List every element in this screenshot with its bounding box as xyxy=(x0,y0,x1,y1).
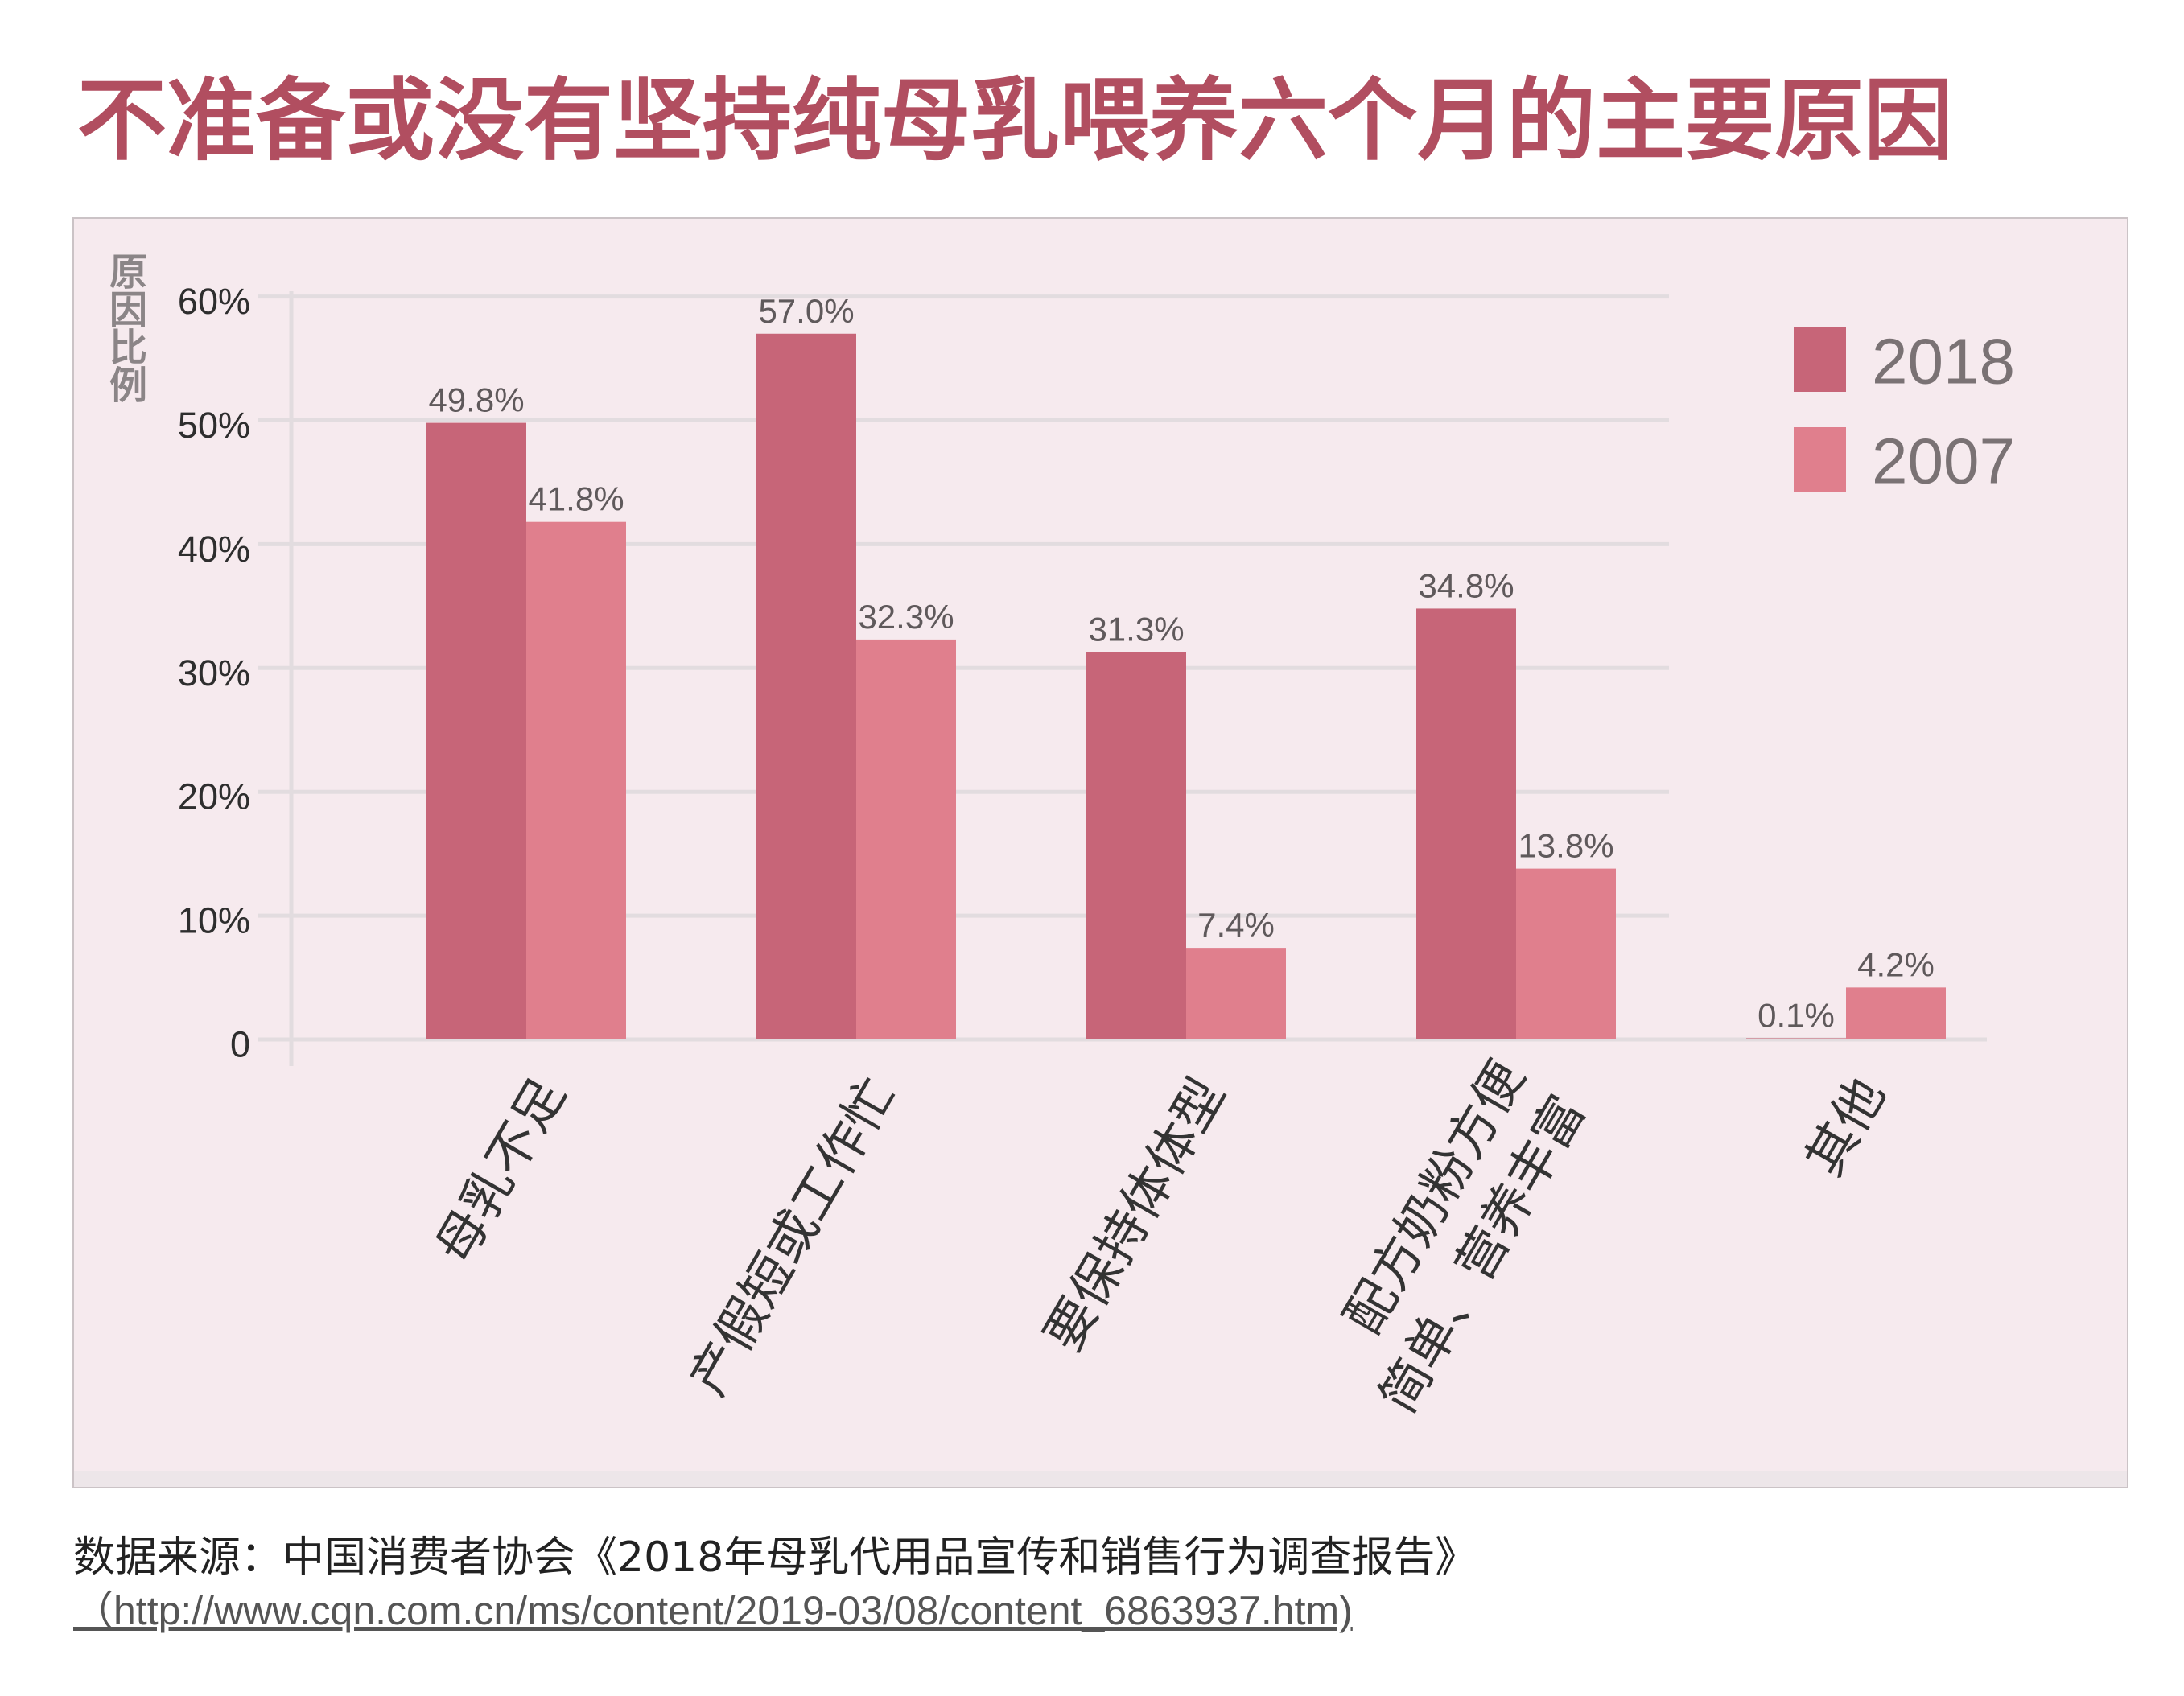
data-label-2007-2: 7.4% xyxy=(1197,906,1275,944)
bar-2007-2 xyxy=(1186,948,1286,1039)
bars xyxy=(426,333,1946,1039)
legend-label-2018: 2018 xyxy=(1872,326,2015,397)
legend-label-2007: 2007 xyxy=(1872,426,2015,497)
data-label-2007-3: 13.8% xyxy=(1518,827,1613,865)
chart-title: 不准备或没有坚持纯母乳喂养六个月的主要原因 xyxy=(77,69,1954,173)
bar-2007-1 xyxy=(856,639,956,1039)
y-tick-label-0: 0 xyxy=(230,1024,250,1065)
y-tick-label-10: 10% xyxy=(178,900,250,941)
bar-2018-1 xyxy=(756,333,856,1039)
legend-swatch-2007 xyxy=(1794,427,1846,492)
chart-panel-bottom-strip xyxy=(74,1471,2127,1487)
legend: 2018 2007 xyxy=(1794,326,2015,497)
data-label-2018-0: 49.8% xyxy=(428,381,524,419)
source-citation: 数据来源：中国消费者协会《2018年母乳代用品宣传和销售行为调查报告》 xyxy=(73,1533,1477,1582)
data-labels: 49.8% 57.0% 31.3% 34.8% 0.1% 41.8% 32.3% 7.4% 13… xyxy=(428,292,1934,1035)
y-tick-label-60: 60% xyxy=(178,281,250,322)
source-url-link[interactable]: （http://www.cqn.com.cn/ms/content/2019-0… xyxy=(73,1588,1353,1633)
bar-2018-2 xyxy=(1086,652,1186,1039)
y-tick-label-30: 30% xyxy=(178,652,250,694)
bar-2007-4 xyxy=(1846,987,1946,1039)
bar-2007-0 xyxy=(526,521,626,1039)
bar-2007-3 xyxy=(1516,868,1616,1039)
data-label-2018-1: 57.0% xyxy=(758,292,854,330)
data-label-2007-1: 32.3% xyxy=(858,598,954,636)
y-tick-label-40: 40% xyxy=(178,529,250,570)
legend-swatch-2018 xyxy=(1794,327,1846,392)
data-label-2007-4: 4.2% xyxy=(1857,945,1935,983)
y-tick-label-20: 20% xyxy=(178,776,250,817)
bar-2018-4 xyxy=(1746,1038,1846,1039)
data-label-2018-4: 0.1% xyxy=(1758,996,1835,1034)
bar-2018-0 xyxy=(426,422,526,1039)
data-label-2007-0: 41.8% xyxy=(528,480,624,518)
data-label-2018-2: 31.3% xyxy=(1088,610,1184,648)
y-tick-label-50: 50% xyxy=(178,405,250,446)
data-label-2018-3: 34.8% xyxy=(1418,566,1514,604)
bar-2018-3 xyxy=(1416,608,1516,1039)
y-axis-title: 原因比例 xyxy=(102,252,146,403)
